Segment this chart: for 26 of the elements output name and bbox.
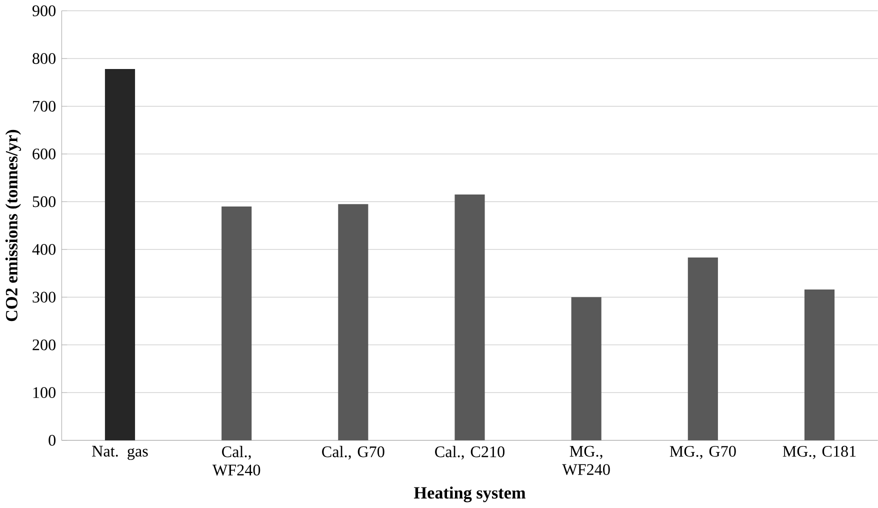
bar: [804, 290, 835, 441]
bar: [571, 297, 602, 441]
y-tick-label: 500: [32, 196, 56, 208]
bar: [104, 69, 136, 441]
x-tick-label: MG., C181: [782, 446, 856, 460]
bar: [338, 204, 368, 441]
x-tick-label: Cal., C210: [435, 446, 504, 460]
bar: [222, 206, 252, 441]
x-tick-label: Nat. gas: [92, 446, 148, 460]
x-axis-title: Heating system: [414, 486, 526, 502]
y-tick-label: 100: [33, 387, 56, 398]
y-tick-label: 0: [48, 435, 56, 446]
bar: [454, 194, 485, 441]
y-tick-label: 800: [32, 53, 56, 64]
x-tick-label: Cal., G70: [322, 446, 384, 460]
y-tick-label: 400: [32, 244, 56, 256]
bar: [688, 258, 718, 441]
y-axis-title: CO2 emissions (tonnes/yr): [5, 130, 21, 322]
y-tick-label: 200: [32, 340, 56, 350]
x-tick-label: MG., WF240: [562, 446, 610, 476]
x-tick-label: MG., G70: [670, 446, 736, 460]
y-tick-label: 700: [33, 101, 56, 112]
y-tick-label: 900: [32, 6, 56, 16]
x-tick-label: Cal., WF240: [212, 446, 260, 476]
y-tick-label: 600: [32, 148, 56, 160]
y-tick-label: 300: [32, 292, 56, 303]
